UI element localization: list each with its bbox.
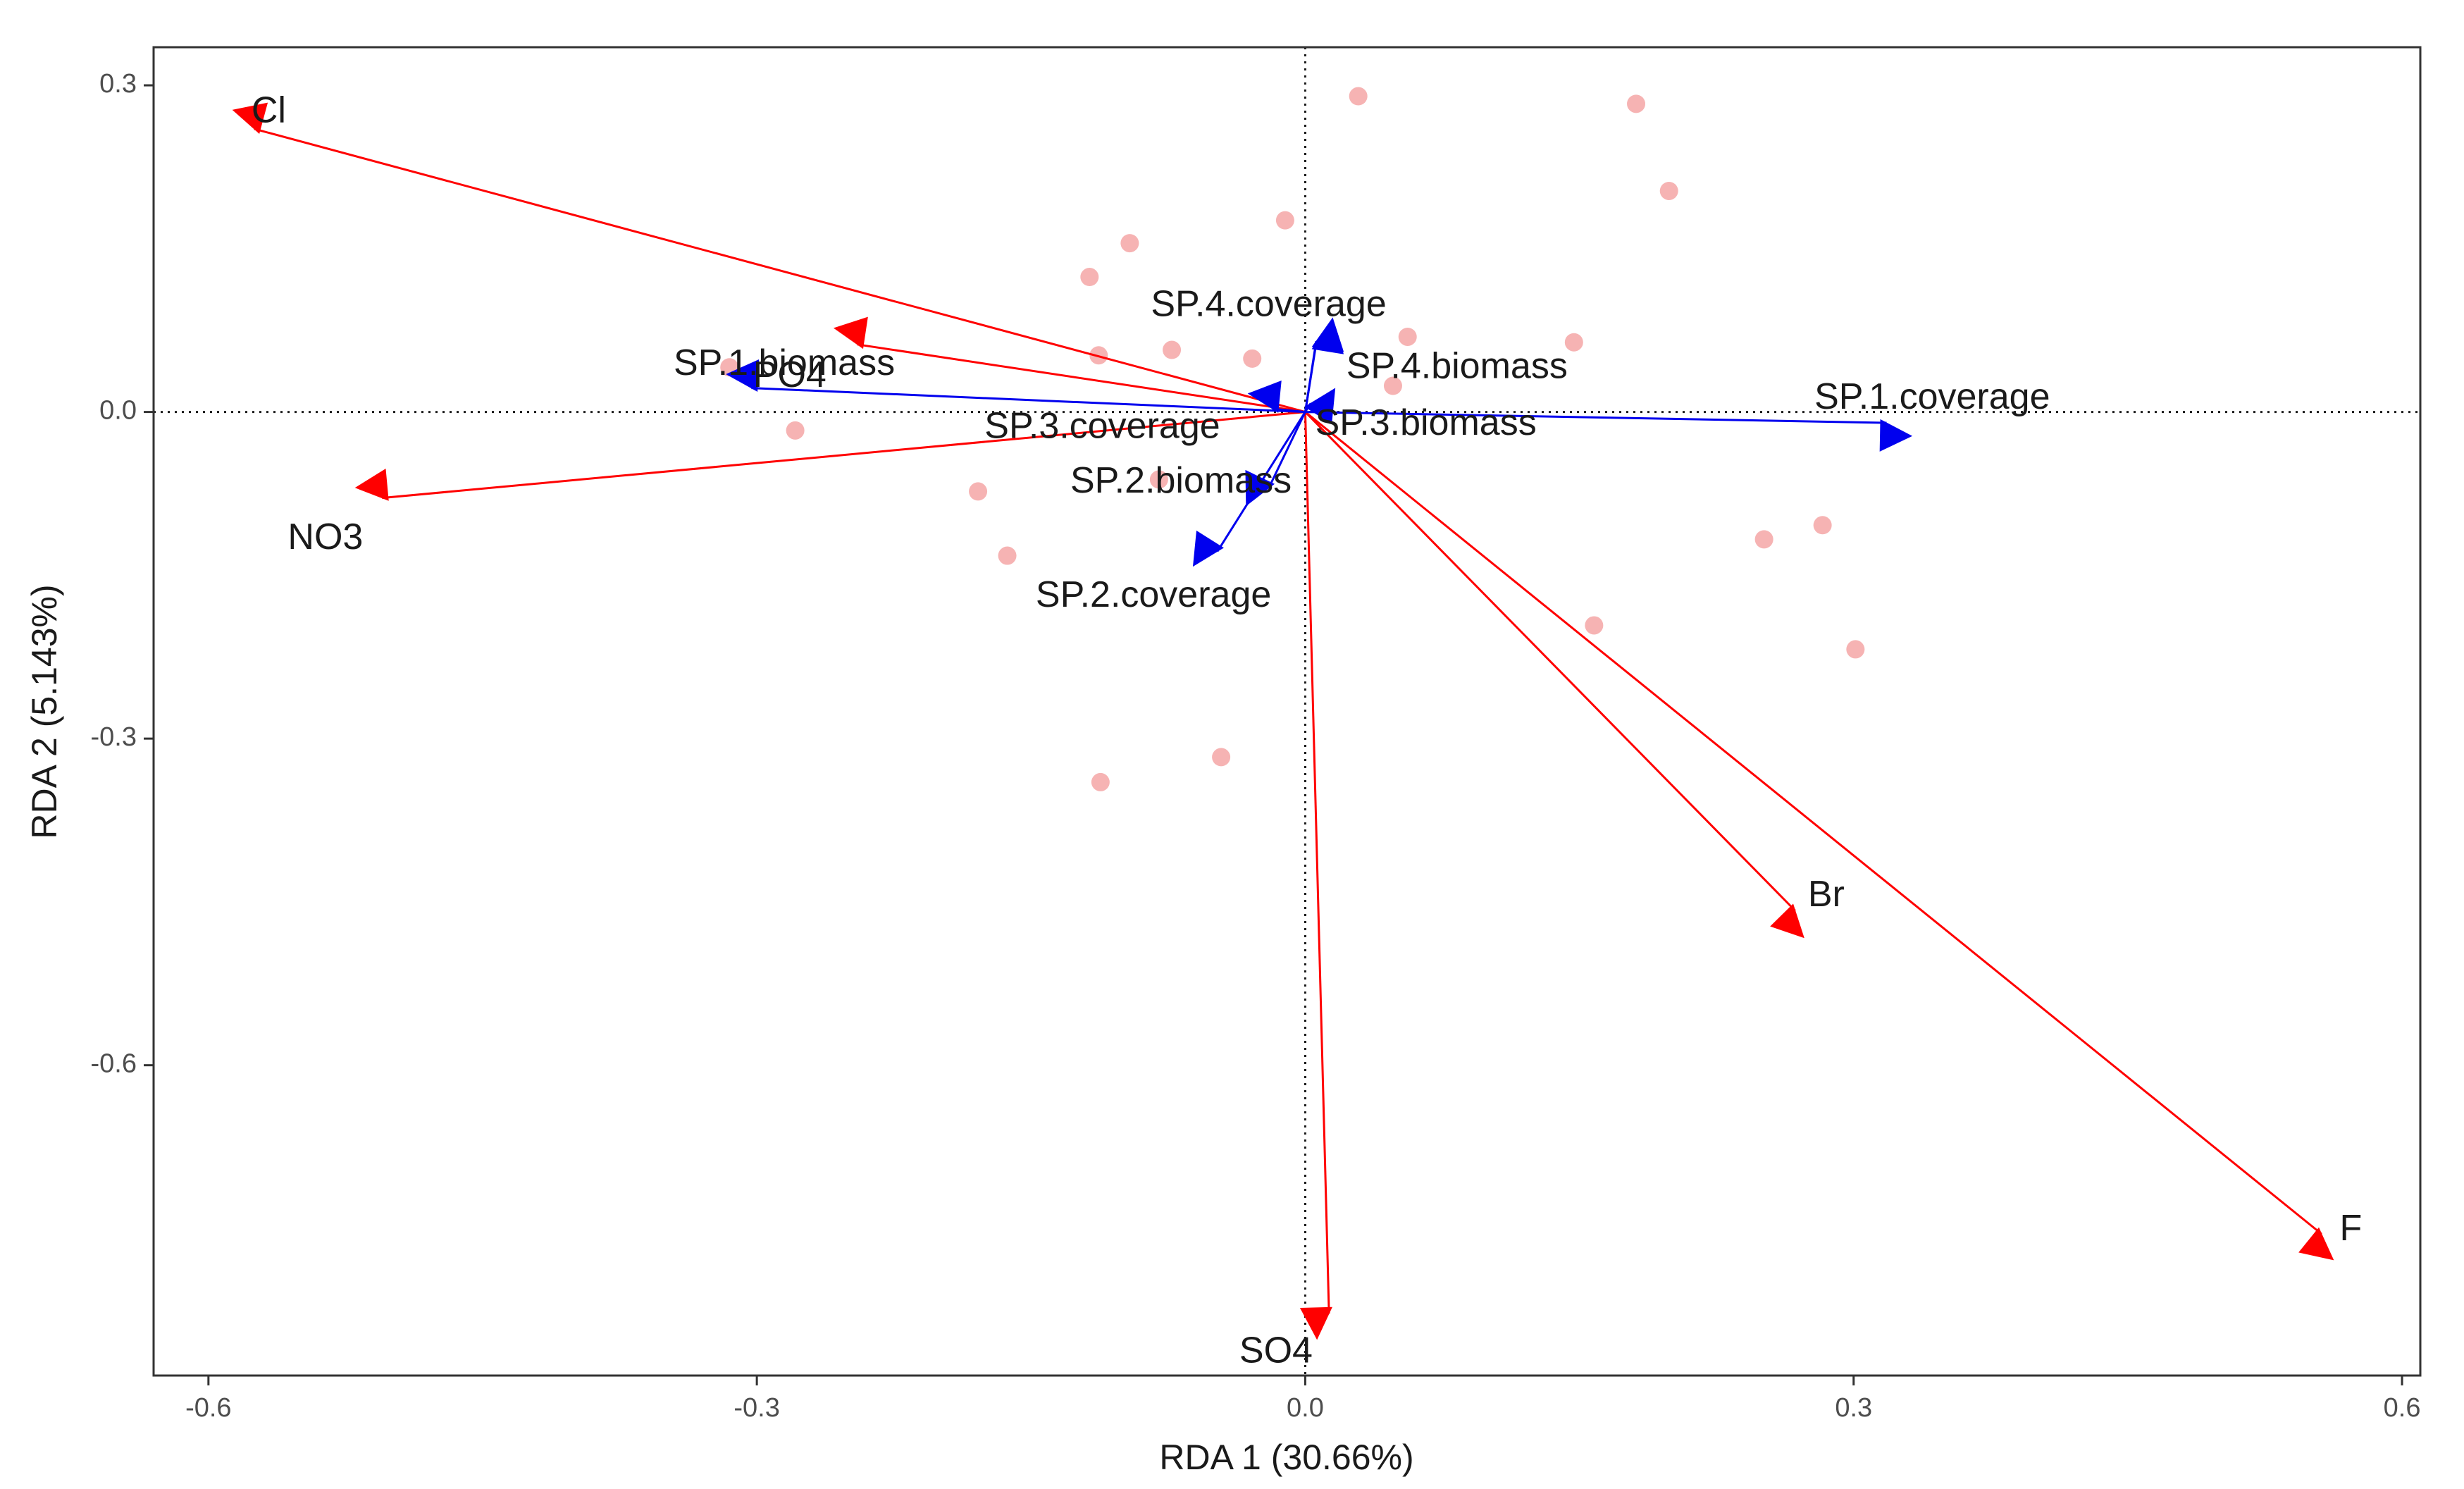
x-tick-label: 0.0 bbox=[1287, 1393, 1324, 1423]
site-points bbox=[720, 87, 1865, 791]
site-point-1 bbox=[1349, 87, 1368, 106]
x-axis-title: RDA 1 (30.66%) bbox=[1159, 1438, 1413, 1477]
y-tick-label: -0.6 bbox=[91, 1049, 137, 1079]
site-point-7 bbox=[1398, 327, 1417, 346]
site-point-17 bbox=[998, 546, 1017, 565]
label-sp-1-biomass: SP.1.biomass bbox=[674, 342, 895, 383]
site-point-19 bbox=[1754, 530, 1773, 549]
label-br: Br bbox=[1808, 874, 1845, 915]
site-point-6 bbox=[1080, 268, 1099, 287]
y-axis-title: RDA 2 (5.143%) bbox=[25, 584, 64, 839]
site-point-5 bbox=[1120, 234, 1139, 253]
y-axis: 0.3 0.0 -0.3 -0.6 bbox=[91, 69, 154, 1079]
label-sp-3-biomass: SP.3.biomass bbox=[1315, 402, 1537, 443]
site-point-18 bbox=[1585, 616, 1604, 635]
site-point-11 bbox=[1243, 349, 1262, 368]
env-arrow-so4 bbox=[1299, 412, 1332, 1340]
label-sp-4-coverage: SP.4.coverage bbox=[1151, 283, 1386, 324]
site-point-15 bbox=[969, 482, 988, 501]
plot-background bbox=[154, 47, 2420, 1376]
site-point-21 bbox=[1846, 640, 1865, 659]
env-arrow-br bbox=[1304, 411, 1804, 939]
site-point-2 bbox=[1627, 94, 1646, 113]
env-arrow-po4 bbox=[833, 316, 1306, 414]
label-sp-4-biomass: SP.4.biomass bbox=[1346, 346, 1568, 387]
label-po4: PO4 bbox=[753, 354, 827, 395]
y-tick-label: -0.3 bbox=[91, 722, 137, 752]
species-arrow-sp-2-coverage bbox=[1192, 411, 1306, 567]
x-tick-label: 0.6 bbox=[2384, 1393, 2421, 1423]
site-point-8 bbox=[1564, 333, 1583, 352]
species-arrow-sp-4-coverage bbox=[1304, 317, 1344, 412]
site-point-22 bbox=[1212, 748, 1231, 767]
label-cl: Cl bbox=[252, 89, 286, 130]
label-so4: SO4 bbox=[1239, 1330, 1313, 1371]
x-axis: -0.6 -0.3 0.0 0.3 0.6 bbox=[185, 1376, 2420, 1423]
label-f: F bbox=[2340, 1208, 2363, 1249]
y-tick-label: 0.0 bbox=[99, 396, 137, 426]
x-tick-label: -0.6 bbox=[185, 1393, 231, 1423]
species-arrow-sp-1-biomass bbox=[726, 359, 1306, 414]
x-tick-label: 0.3 bbox=[1835, 1393, 1872, 1423]
label-no3: NO3 bbox=[287, 517, 363, 557]
label-sp-2-coverage: SP.2.coverage bbox=[1036, 574, 1271, 615]
label-sp-2-biomass: SP.2.biomass bbox=[1070, 460, 1292, 501]
site-point-14 bbox=[786, 421, 805, 440]
arrow-labels: Cl PO4 NO3 Br F SO4 SP.1.biomass SP.1.coverage S… bbox=[252, 89, 2362, 1371]
site-point-3 bbox=[1659, 181, 1678, 200]
species-arrow-sp-1-coverage bbox=[1305, 411, 1913, 452]
species-arrow-sp-2-biomass bbox=[1245, 411, 1306, 507]
species-arrows bbox=[726, 317, 1913, 567]
site-point-20 bbox=[1813, 516, 1832, 535]
y-tick-label: 0.3 bbox=[99, 69, 137, 99]
species-arrow-sp-3-coverage bbox=[1247, 381, 1306, 414]
site-point-16 bbox=[1149, 470, 1168, 489]
site-point-23 bbox=[1091, 772, 1110, 791]
env-arrow-f bbox=[1304, 411, 2334, 1261]
env-arrow-cl bbox=[232, 102, 1306, 414]
plot-frame bbox=[152, 46, 2422, 1377]
site-point-9 bbox=[1163, 340, 1182, 359]
label-sp-3-coverage: SP.3.coverage bbox=[984, 406, 1220, 447]
x-tick-label: -0.3 bbox=[733, 1393, 779, 1423]
environment-arrows bbox=[232, 102, 2334, 1340]
label-sp-1-coverage: SP.1.coverage bbox=[1814, 376, 2050, 417]
site-point-4 bbox=[1275, 211, 1294, 230]
reference-lines bbox=[154, 47, 2420, 1376]
env-arrow-no3 bbox=[354, 411, 1306, 501]
site-point-12 bbox=[1383, 376, 1402, 395]
